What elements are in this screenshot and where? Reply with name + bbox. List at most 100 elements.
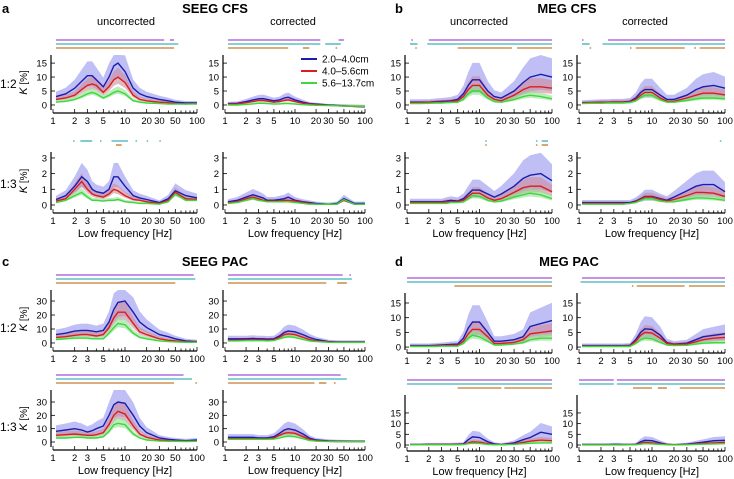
x-tick-label: 3	[85, 216, 90, 227]
x-tick-label: 10	[120, 354, 131, 365]
y-axis-label: K [%]	[18, 168, 30, 193]
x-tick-label: 2	[426, 116, 431, 127]
x-tick-label: 50	[698, 454, 709, 465]
x-tick-label: 20	[496, 116, 507, 127]
x-tick-label: 5	[627, 116, 632, 127]
y-tick-label: 15	[562, 59, 573, 70]
y-tick-label: 30	[36, 398, 47, 409]
x-tick-label: 100	[717, 356, 733, 367]
y-label-symbol: K	[18, 87, 30, 95]
series-line-4.0–5.6cm	[55, 76, 198, 105]
panel-c: c SEEG PAC 1:2 1:3	[0, 254, 249, 434]
y-tick-label: 10	[36, 324, 47, 335]
x-tick-label: 30	[682, 356, 693, 367]
series-line-5.6–13.7cm	[410, 334, 552, 348]
x-tick-label: 50	[339, 453, 350, 464]
x-tick-label: 10	[120, 216, 131, 227]
series-line-5.6–13.7cm	[55, 322, 197, 343]
x-tick-label: 100	[357, 453, 373, 464]
y-tick-label: 0	[42, 438, 47, 449]
confidence-band-2.0–4.0cm	[410, 423, 552, 445]
x-tick-label: 5	[271, 216, 276, 227]
x-tick-label: 1	[404, 356, 409, 367]
x-tick-label: 1	[576, 356, 581, 367]
x-tick-label: 1	[50, 453, 55, 464]
x-tick-label: 1	[404, 454, 409, 465]
x-tick-label: 1	[404, 216, 409, 227]
x-tick-label: 100	[544, 454, 560, 465]
column-header-uncorrected: uncorrected	[97, 16, 155, 28]
panel-title: MEG PAC	[539, 254, 599, 269]
x-tick-label: 3	[439, 454, 444, 465]
x-tick-label: 100	[357, 354, 373, 365]
x-tick-label: 2	[243, 116, 248, 127]
x-tick-label: 30	[154, 116, 165, 127]
x-tick-label: 30	[154, 216, 165, 227]
y-tick-label: 1	[568, 185, 573, 196]
x-tick-label: 1	[222, 116, 227, 127]
y-tick-label: 5	[396, 430, 401, 441]
x-tick-label: 2	[598, 216, 603, 227]
x-tick-label: 20	[141, 216, 152, 227]
x-tick-label: 50	[698, 356, 709, 367]
y-tick-label: 10	[208, 424, 219, 435]
series-line-5.6–13.7cm	[227, 197, 365, 205]
row-label: 1:3	[0, 177, 17, 191]
y-tick-label: 2	[214, 169, 219, 180]
y-label-symbol: K	[18, 423, 30, 431]
column-header-corrected: corrected	[270, 16, 316, 28]
confidence-band-4.0–5.6cm	[56, 301, 197, 343]
panel-a: a SEEG CFS uncorrected corrected 1:2 1:3	[0, 1, 316, 191]
confidence-band-4.0–5.6cm	[56, 173, 197, 204]
x-tick-label: 100	[357, 116, 373, 127]
y-tick-label: 2	[396, 169, 401, 180]
y-tick-label: 2	[568, 169, 573, 180]
y-tick-label: 0	[214, 438, 219, 449]
series-line-2.0–4.0cm	[410, 172, 553, 203]
x-tick-label: 2	[243, 354, 248, 365]
y-tick-label: 1	[396, 185, 401, 196]
x-tick-label: 100	[717, 116, 733, 127]
y-tick-label: 10	[390, 419, 401, 430]
x-tick-label: 1	[50, 354, 55, 365]
y-tick-label: 0	[42, 200, 47, 211]
y-label-unit: [%]	[19, 406, 30, 421]
x-tick-label: 1	[576, 454, 581, 465]
x-tick-label: 2	[598, 454, 603, 465]
y-tick-label: 5	[396, 87, 401, 98]
x-tick-label: 20	[669, 116, 680, 127]
y-tick-label: 1	[214, 185, 219, 196]
panel-d: d MEG PAC	[395, 254, 599, 269]
x-tick-label: 5	[455, 116, 460, 127]
x-tick-label: 10	[474, 116, 485, 127]
x-tick-label: 1	[50, 216, 55, 227]
y-tick-label: 10	[36, 424, 47, 435]
y-tick-label: 2	[42, 169, 47, 180]
series-line-5.6–13.7cm	[55, 191, 197, 205]
x-tick-label: 10	[647, 356, 658, 367]
panel-letter: d	[395, 254, 403, 269]
confidence-band-5.6–13.7cm	[56, 417, 197, 442]
y-tick-label: 10	[208, 324, 219, 335]
x-tick-label: 1	[404, 116, 409, 127]
x-tick-label: 10	[120, 453, 131, 464]
panel-title: MEG CFS	[537, 1, 597, 16]
x-axis-label: Low frequency [Hz]	[248, 228, 342, 240]
y-tick-label: 0	[396, 200, 401, 211]
series-line-2.0–4.0cm	[55, 300, 198, 343]
x-tick-label: 100	[189, 116, 205, 127]
y-tick-label: 20	[208, 311, 219, 322]
x-axis-label: Low frequency [Hz]	[248, 465, 342, 477]
x-tick-label: 3	[439, 216, 444, 227]
legend-label: 2.0–4.0cm	[322, 55, 369, 66]
x-tick-label: 5	[627, 356, 632, 367]
x-tick-label: 20	[311, 453, 322, 464]
y-tick-label: 0	[568, 200, 573, 211]
x-tick-label: 3	[439, 356, 444, 367]
